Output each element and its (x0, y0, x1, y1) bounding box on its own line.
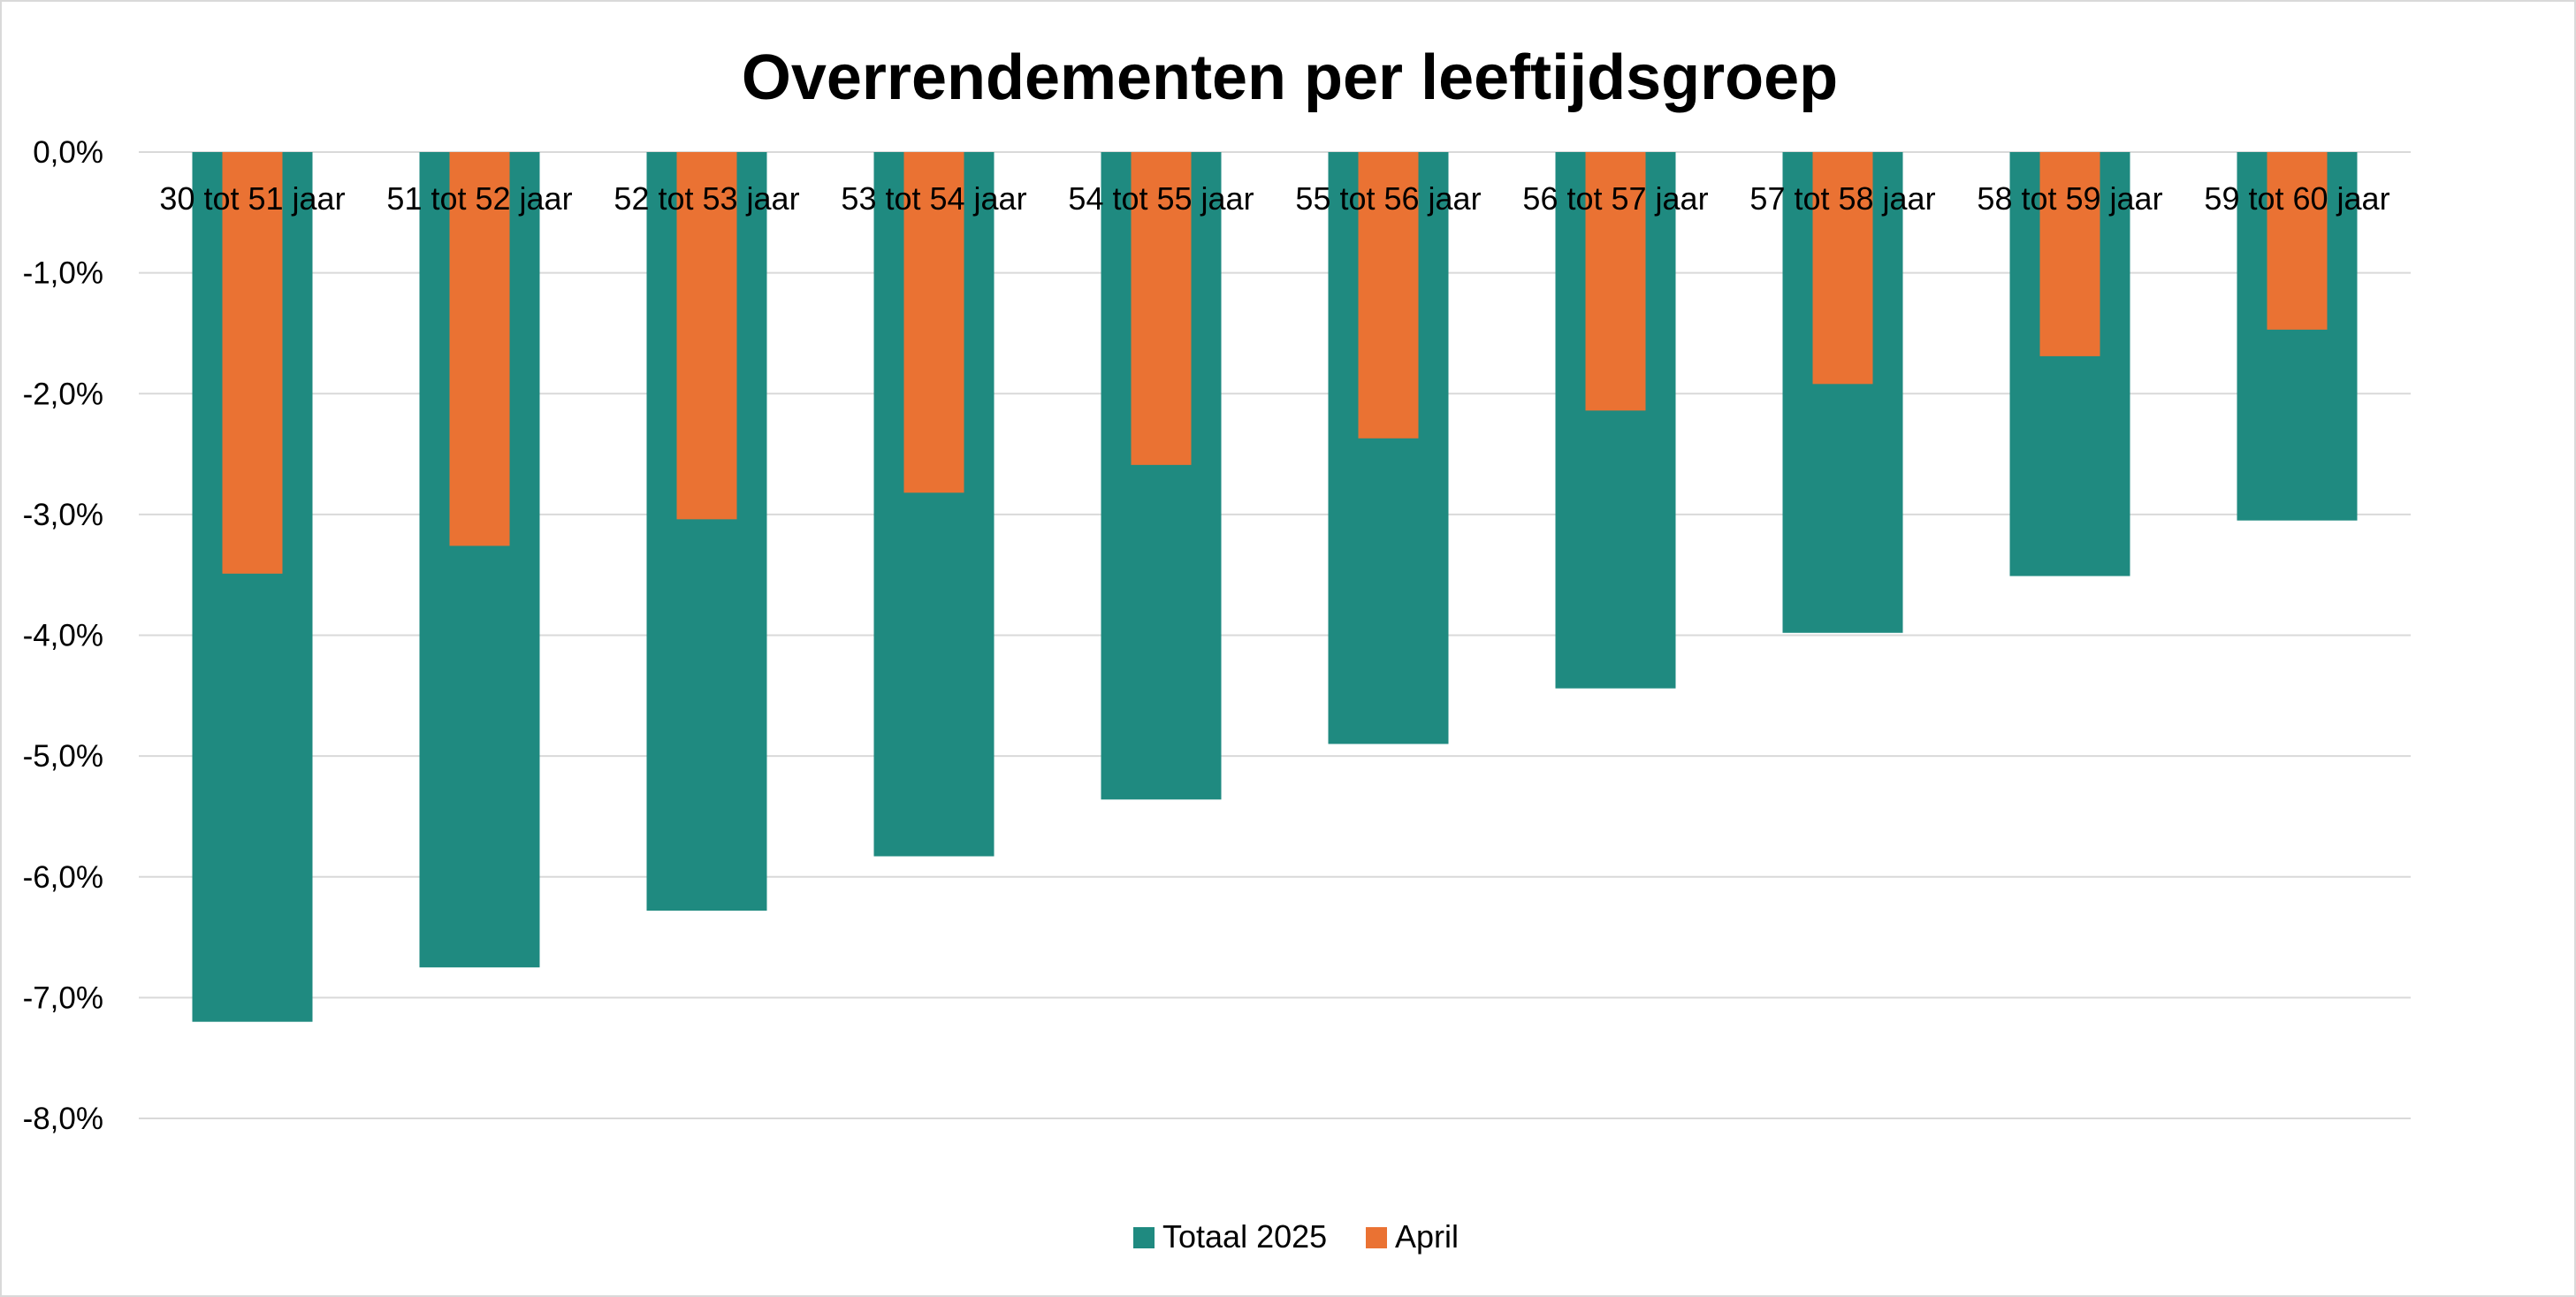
category-label: 56 tot 57 jaar (1522, 180, 1708, 217)
bar-april (903, 152, 964, 493)
category-label: 30 tot 51 jaar (159, 180, 345, 217)
y-tick-label: -5,0% (23, 739, 103, 774)
y-axis-ticks: 0,0% -1,0% -2,0% -3,0% -4,0% -5,0% -6,0% -7,0% -… (23, 135, 103, 1136)
category-label: 59 tot 60 jaar (2204, 180, 2389, 217)
y-tick-label: -4,0% (23, 619, 103, 653)
legend-swatch (1133, 1227, 1155, 1248)
y-tick-label: -6,0% (23, 860, 103, 895)
category-label: 52 tot 53 jaar (614, 180, 799, 217)
legend-label: April (1395, 1218, 1459, 1255)
legend-swatch (1366, 1227, 1387, 1248)
y-tick-label: 0,0% (33, 135, 103, 170)
y-tick-label: -1,0% (23, 256, 103, 291)
category-labels: 30 tot 51 jaar 51 tot 52 jaar 52 tot 53 ja… (159, 180, 2389, 217)
bar-april (1812, 152, 1873, 385)
y-tick-label: -7,0% (23, 980, 103, 1015)
y-tick-label: -8,0% (23, 1102, 103, 1136)
category-label: 58 tot 59 jaar (1977, 180, 2162, 217)
bar-april (222, 152, 283, 574)
bar-april (2267, 152, 2328, 330)
bar-april (1131, 152, 1192, 465)
bar-april (1358, 152, 1419, 439)
category-label: 57 tot 58 jaar (1749, 180, 1935, 217)
legend-label: Totaal 2025 (1162, 1218, 1327, 1255)
bars (192, 152, 2358, 1022)
category-label: 55 tot 56 jaar (1295, 180, 1481, 217)
y-tick-label: -2,0% (23, 377, 103, 411)
category-label: 51 tot 52 jaar (386, 180, 572, 217)
bar-april (676, 152, 737, 520)
y-tick-label: -3,0% (23, 498, 103, 532)
legend: Totaal 2025 April (1133, 1218, 1459, 1255)
chart-title: Overrendementen per leeftijdsgroep (742, 42, 1838, 113)
bar-april (1585, 152, 1646, 411)
category-label: 54 tot 55 jaar (1068, 180, 1254, 217)
bar-april (2039, 152, 2100, 356)
category-label: 53 tot 54 jaar (841, 180, 1026, 217)
bar-april (449, 152, 510, 546)
